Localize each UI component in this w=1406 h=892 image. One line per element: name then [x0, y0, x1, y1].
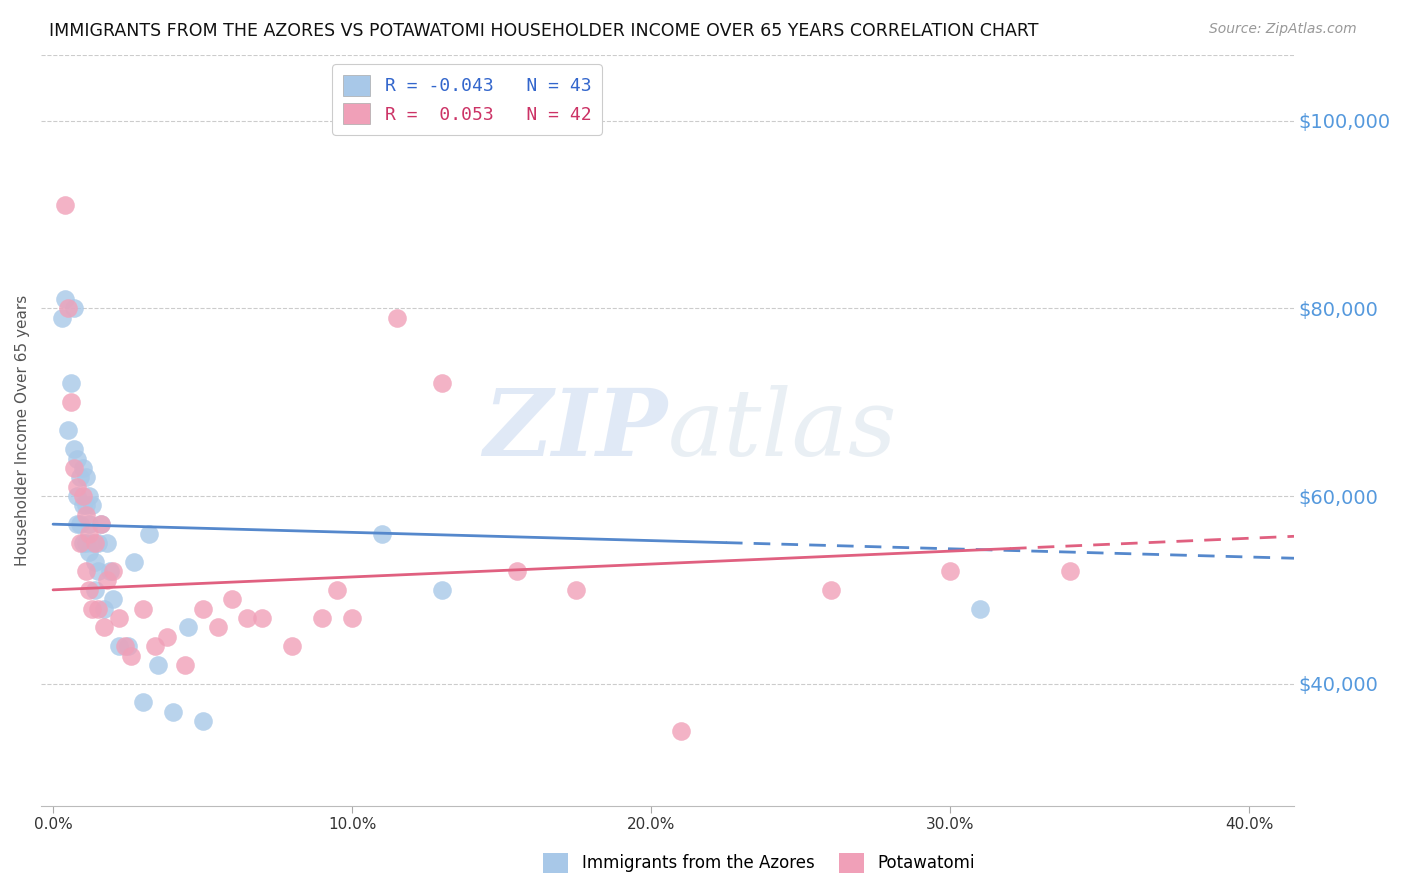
Point — [77, 517, 100, 532]
Point — [117, 639, 139, 653]
Point — [132, 695, 155, 709]
Point — [84, 582, 107, 597]
Point — [60, 376, 83, 391]
Point — [72, 461, 94, 475]
Point — [108, 611, 131, 625]
Point — [430, 582, 453, 597]
Legend: R = -0.043   N = 43, R =  0.053   N = 42: R = -0.043 N = 43, R = 0.053 N = 42 — [332, 64, 602, 135]
Point — [87, 536, 110, 550]
Point — [75, 564, 97, 578]
Point — [90, 517, 112, 532]
Point — [146, 657, 169, 672]
Point — [63, 301, 86, 316]
Point — [90, 517, 112, 532]
Point — [51, 310, 73, 325]
Point — [101, 564, 124, 578]
Point — [66, 451, 89, 466]
Point — [66, 489, 89, 503]
Point — [66, 480, 89, 494]
Point — [221, 592, 243, 607]
Point — [108, 639, 131, 653]
Point — [69, 536, 91, 550]
Point — [505, 564, 527, 578]
Point — [75, 499, 97, 513]
Point — [236, 611, 259, 625]
Point — [939, 564, 962, 578]
Text: ZIP: ZIP — [484, 385, 668, 475]
Point — [385, 310, 408, 325]
Point — [72, 499, 94, 513]
Point — [207, 620, 229, 634]
Point — [80, 536, 103, 550]
Point — [340, 611, 363, 625]
Point — [96, 574, 118, 588]
Point — [162, 705, 184, 719]
Point — [114, 639, 136, 653]
Point — [72, 536, 94, 550]
Point — [191, 714, 214, 728]
Point — [66, 517, 89, 532]
Point — [69, 470, 91, 484]
Point — [87, 564, 110, 578]
Text: Source: ZipAtlas.com: Source: ZipAtlas.com — [1209, 22, 1357, 37]
Point — [80, 601, 103, 615]
Text: IMMIGRANTS FROM THE AZORES VS POTAWATOMI HOUSEHOLDER INCOME OVER 65 YEARS CORREL: IMMIGRANTS FROM THE AZORES VS POTAWATOMI… — [49, 22, 1039, 40]
Point — [156, 630, 179, 644]
Point — [281, 639, 304, 653]
Point — [122, 555, 145, 569]
Point — [84, 536, 107, 550]
Text: atlas: atlas — [668, 385, 897, 475]
Point — [60, 395, 83, 409]
Point — [53, 292, 76, 306]
Point — [1059, 564, 1081, 578]
Point — [75, 470, 97, 484]
Point — [93, 620, 115, 634]
Point — [63, 442, 86, 457]
Point — [820, 582, 842, 597]
Point — [132, 601, 155, 615]
Point — [371, 526, 394, 541]
Point — [56, 423, 79, 437]
Point — [101, 592, 124, 607]
Y-axis label: Householder Income Over 65 years: Householder Income Over 65 years — [15, 294, 30, 566]
Point — [80, 499, 103, 513]
Point — [143, 639, 166, 653]
Point — [176, 620, 198, 634]
Point — [191, 601, 214, 615]
Point — [77, 526, 100, 541]
Point — [56, 301, 79, 316]
Point — [63, 461, 86, 475]
Point — [669, 723, 692, 738]
Point — [77, 489, 100, 503]
Point — [430, 376, 453, 391]
Point — [84, 555, 107, 569]
Point — [77, 545, 100, 559]
Point — [53, 198, 76, 212]
Legend: Immigrants from the Azores, Potawatomi: Immigrants from the Azores, Potawatomi — [537, 847, 981, 880]
Point — [311, 611, 333, 625]
Point — [69, 517, 91, 532]
Point — [96, 536, 118, 550]
Point — [98, 564, 121, 578]
Point — [72, 489, 94, 503]
Point — [120, 648, 142, 663]
Point — [565, 582, 588, 597]
Point — [87, 601, 110, 615]
Point — [75, 536, 97, 550]
Point — [326, 582, 349, 597]
Point — [75, 508, 97, 522]
Point — [173, 657, 195, 672]
Point — [93, 601, 115, 615]
Point — [138, 526, 160, 541]
Point — [77, 582, 100, 597]
Point — [252, 611, 274, 625]
Point — [969, 601, 991, 615]
